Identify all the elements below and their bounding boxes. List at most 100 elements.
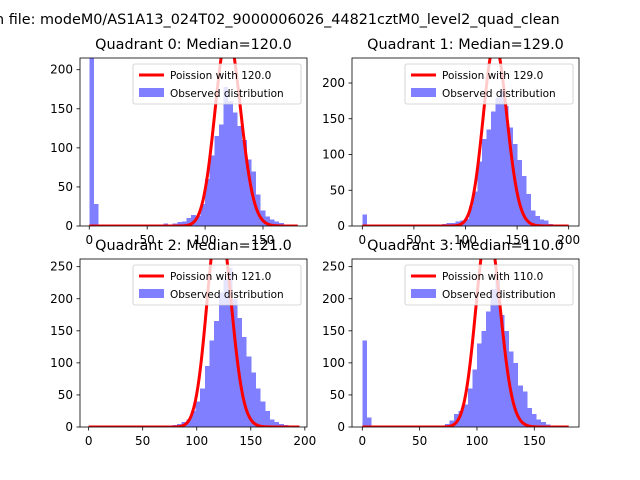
poisson-curve bbox=[88, 58, 299, 226]
histogram-bar bbox=[205, 179, 210, 226]
histogram-bar bbox=[195, 215, 201, 226]
legend-label-poisson: Poission with 121.0 bbox=[170, 271, 271, 283]
histogram-bar bbox=[467, 388, 473, 427]
x-tick-label: 150 bbox=[523, 434, 546, 448]
axes-frame bbox=[79, 57, 308, 227]
plot-area bbox=[361, 58, 570, 226]
histogram-bar bbox=[251, 372, 256, 427]
legend-bar-swatch bbox=[411, 88, 436, 97]
histogram-bar bbox=[214, 321, 219, 427]
histogram-bar bbox=[242, 140, 247, 226]
histogram-bar bbox=[486, 129, 491, 226]
histogram-bar bbox=[527, 407, 532, 427]
y-tick-label: 200 bbox=[50, 63, 73, 77]
legend-bar-swatch bbox=[139, 88, 164, 97]
y-tick-label: 50 bbox=[58, 180, 73, 194]
histogram-bar bbox=[517, 160, 523, 226]
histogram-bar bbox=[255, 388, 261, 427]
x-tick-label: 50 bbox=[406, 233, 421, 247]
histogram-bar bbox=[522, 175, 527, 226]
subplot-quadrant-0: 0 50 100 150 0 50 100 150 200 Quadrant 0: Median=… bbox=[50, 37, 308, 247]
y-tick-label: 0 bbox=[65, 219, 73, 233]
histogram-bar bbox=[476, 343, 482, 427]
histogram-bar bbox=[490, 289, 496, 427]
legend-bar-swatch bbox=[139, 289, 164, 298]
y-tick-label: 100 bbox=[50, 141, 73, 155]
histogram-bar bbox=[536, 419, 542, 427]
y-tick-label: 150 bbox=[50, 324, 73, 338]
legend: Poission with 120.0 Observed distribution bbox=[132, 63, 302, 105]
subplot-title: Quadrant 3: Median=110.0 bbox=[367, 238, 564, 254]
x-tick-label: 50 bbox=[412, 434, 427, 448]
histogram-bar bbox=[490, 111, 496, 226]
legend-label-observed: Observed distribution bbox=[442, 289, 556, 301]
legend-bar-swatch bbox=[411, 289, 436, 298]
histogram-bar bbox=[209, 155, 215, 226]
x-tick-label: 100 bbox=[185, 434, 208, 448]
histogram-bar bbox=[186, 218, 192, 226]
histogram-bar bbox=[89, 58, 94, 226]
subplot-quadrant-2: 0 50 100 150 200 0 50 100 150 200 250 Quadrant 2: M… bbox=[50, 238, 316, 448]
histogram-bar bbox=[237, 125, 243, 226]
y-tick-label: 50 bbox=[58, 388, 73, 402]
histogram-bar bbox=[362, 340, 367, 427]
y-tick-label: 150 bbox=[50, 102, 73, 116]
subplot-title: Quadrant 2: Median=121.0 bbox=[95, 238, 292, 254]
histogram-bar bbox=[541, 421, 546, 427]
histogram-bar bbox=[508, 127, 514, 226]
y-tick-label: 200 bbox=[50, 292, 73, 306]
histogram-bar bbox=[195, 401, 201, 427]
poisson-curve bbox=[361, 58, 570, 226]
legend-box bbox=[404, 264, 574, 306]
y-tick-label: 0 bbox=[337, 219, 345, 233]
legend-box bbox=[132, 63, 302, 105]
histogram-bar bbox=[177, 222, 182, 226]
histogram-bar bbox=[223, 86, 229, 226]
histogram-bar bbox=[242, 337, 247, 427]
histogram-bar bbox=[190, 410, 196, 427]
histogram-bar bbox=[279, 222, 284, 226]
histogram-bar bbox=[544, 220, 549, 226]
histogram-bar bbox=[530, 210, 536, 226]
legend-label-poisson: Poission with 129.0 bbox=[442, 70, 543, 82]
histogram-bar bbox=[200, 388, 205, 427]
histogram-bar bbox=[495, 97, 500, 226]
subplot-title: Quadrant 1: Median=129.0 bbox=[367, 37, 564, 53]
histogram-bar bbox=[463, 404, 468, 427]
histogram-bar bbox=[246, 356, 252, 427]
histogram-bar bbox=[265, 410, 270, 427]
y-tick-label: 150 bbox=[322, 324, 345, 338]
histogram-bar bbox=[223, 279, 229, 427]
legend: Poission with 129.0 Observed distribution bbox=[404, 63, 574, 105]
x-tick-label: 50 bbox=[140, 233, 155, 247]
legend-label-poisson: Poission with 120.0 bbox=[170, 70, 271, 82]
legend: Poission with 110.0 Observed distribution bbox=[404, 264, 574, 306]
histogram-bar bbox=[486, 311, 491, 427]
y-tick-label: 0 bbox=[337, 420, 345, 434]
legend-box bbox=[404, 63, 574, 105]
histogram-bar bbox=[246, 159, 252, 226]
plot-area bbox=[361, 259, 570, 427]
legend-box bbox=[132, 264, 302, 306]
legend-label-observed: Observed distribution bbox=[170, 88, 284, 100]
subplot-quadrant-3: 0 50 100 150 0 50 100 150 200 250 Quadrant 3: Medi… bbox=[322, 238, 580, 448]
histogram-bar bbox=[495, 279, 500, 427]
histogram-bar bbox=[181, 221, 187, 226]
legend: Poission with 121.0 Observed distribution bbox=[132, 264, 302, 306]
y-tick-label: 100 bbox=[50, 356, 73, 370]
histogram-bar bbox=[274, 421, 280, 427]
x-tick-label: 150 bbox=[506, 233, 529, 247]
histogram-bar bbox=[535, 215, 540, 226]
legend-label-observed: Observed distribution bbox=[170, 289, 284, 301]
histogram-bar bbox=[513, 362, 519, 427]
histogram-bar bbox=[228, 267, 233, 427]
x-tick-label: 0 bbox=[85, 434, 93, 448]
y-tick-label: 150 bbox=[322, 112, 345, 126]
histogram-bar bbox=[539, 219, 545, 226]
x-tick-label: 150 bbox=[252, 233, 275, 247]
histogram-bar bbox=[218, 124, 224, 226]
histogram-bar bbox=[93, 204, 99, 226]
histogram-bar bbox=[468, 205, 474, 226]
x-tick-label: 100 bbox=[466, 434, 489, 448]
